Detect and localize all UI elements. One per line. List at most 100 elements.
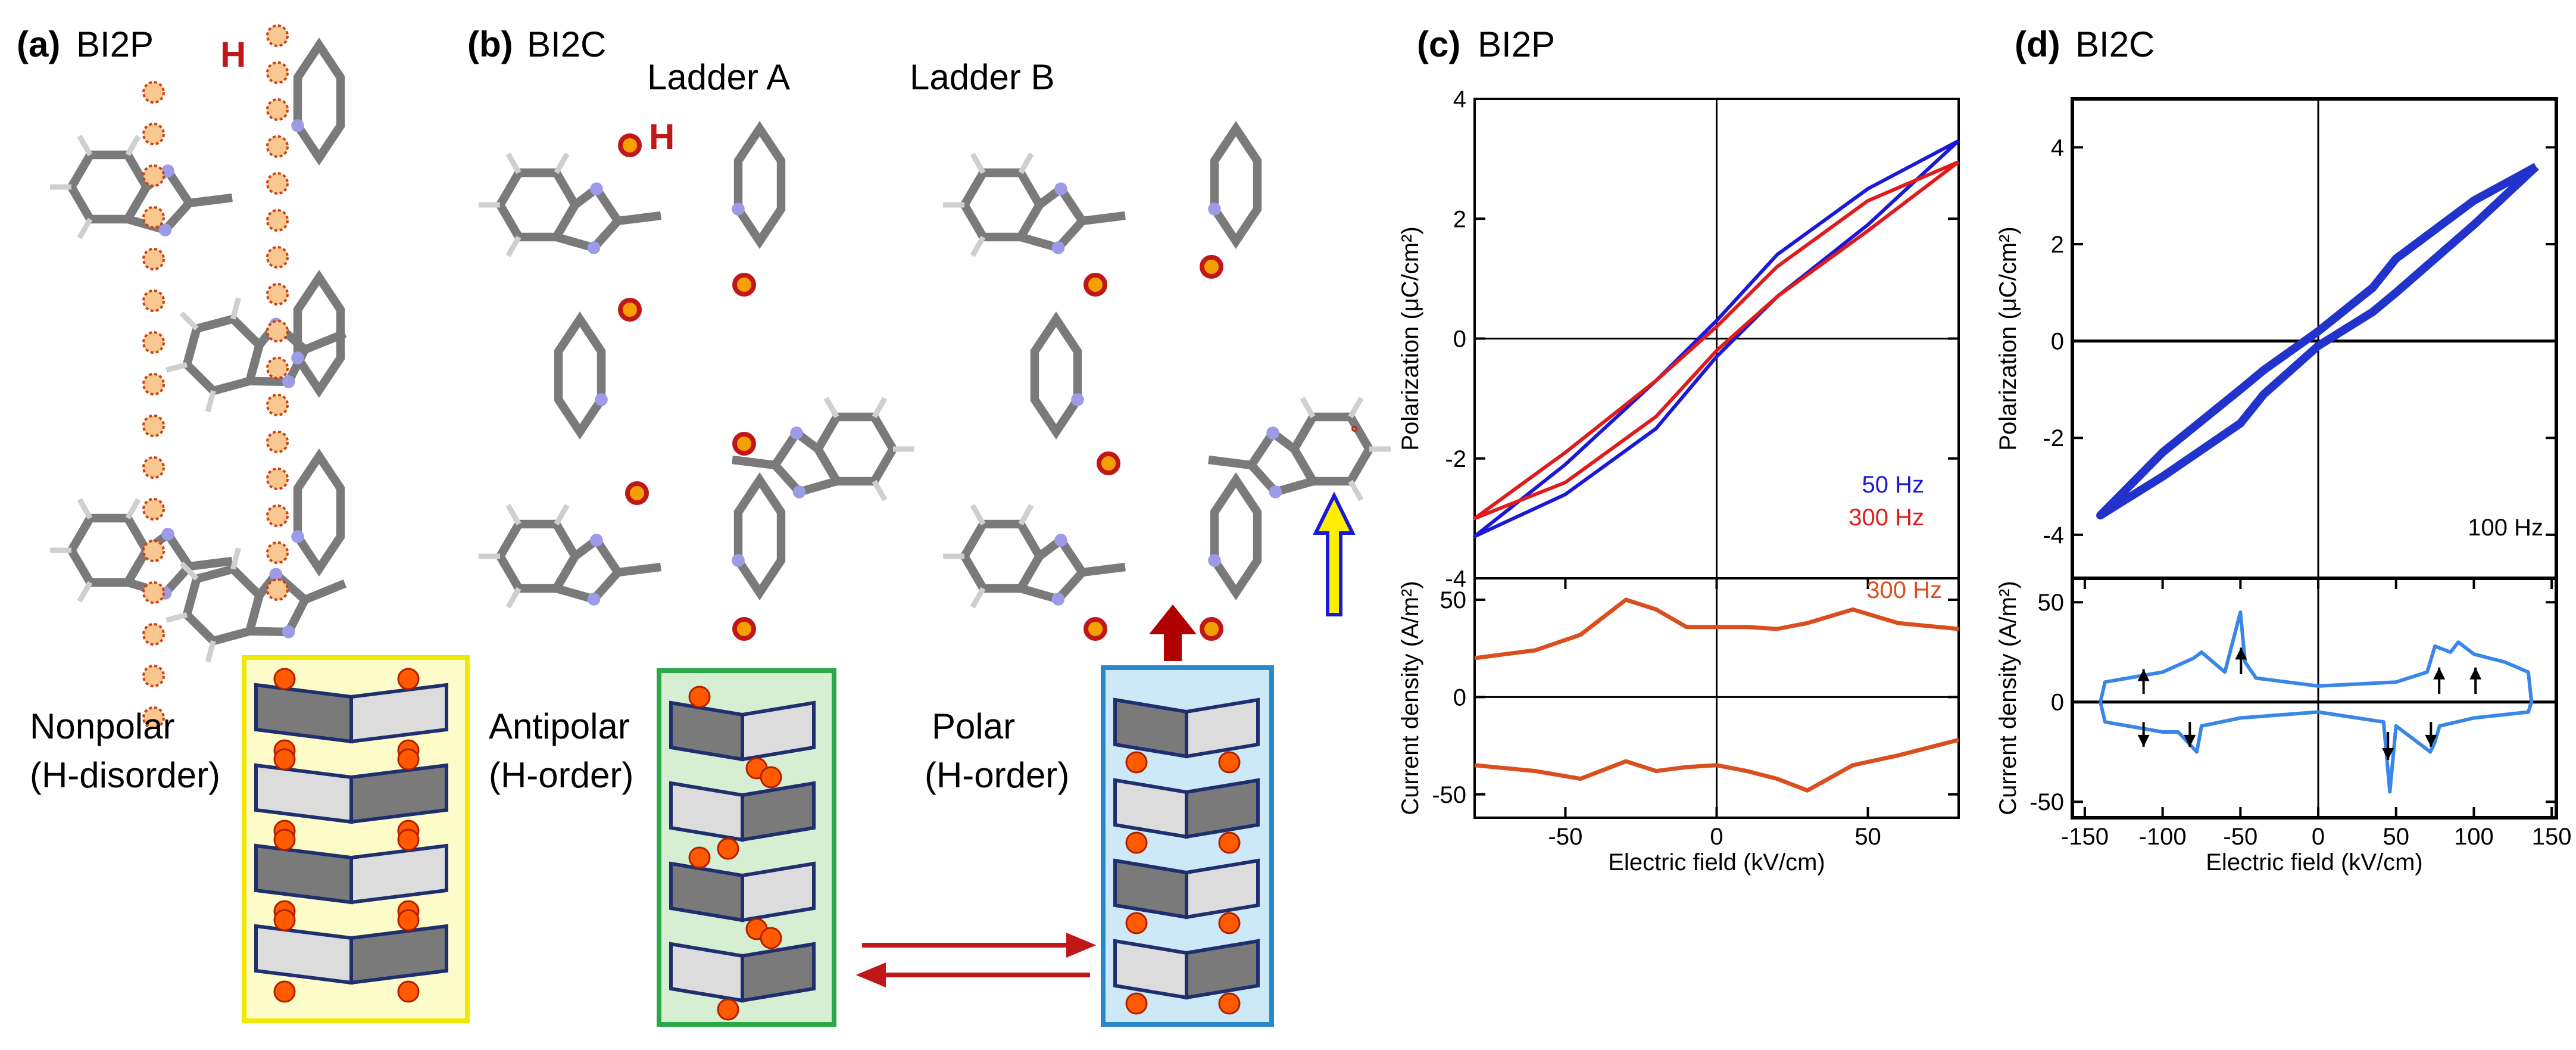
annotation-arrow bbox=[2382, 748, 2394, 761]
panel-title: BI2P bbox=[1478, 24, 1555, 64]
proton bbox=[717, 837, 739, 860]
proton-site bbox=[266, 209, 289, 232]
panel-title: BI2C bbox=[527, 24, 606, 64]
y-tick-label: -4 bbox=[1445, 566, 1466, 592]
proton bbox=[688, 846, 711, 869]
y-tick-label: 0 bbox=[2051, 329, 2064, 355]
sheet bbox=[1185, 778, 1260, 839]
proton-site bbox=[266, 135, 289, 158]
y-tick-label: 0 bbox=[1453, 684, 1466, 711]
x-tick-label: -100 bbox=[2139, 824, 2187, 850]
proton-site bbox=[142, 498, 165, 521]
proton bbox=[1125, 831, 1148, 854]
proton bbox=[1125, 912, 1148, 934]
proton bbox=[717, 998, 739, 1021]
proton-sites bbox=[142, 24, 289, 729]
state-label: Antipolar bbox=[489, 706, 630, 746]
proton-site bbox=[142, 456, 165, 479]
polar-arrow bbox=[1149, 605, 1197, 661]
proton-site bbox=[142, 581, 165, 604]
y-tick-label: -2 bbox=[2043, 425, 2064, 451]
sheet bbox=[741, 942, 816, 1003]
proton bbox=[397, 909, 420, 931]
sheet bbox=[349, 683, 448, 744]
sheet bbox=[349, 924, 448, 985]
annotation-arrow bbox=[2433, 667, 2446, 680]
panel-label: (a) bbox=[17, 24, 60, 64]
x-tick-label: -50 bbox=[2223, 824, 2257, 850]
x-axis-label: Electric field (kV/cm) bbox=[2206, 849, 2423, 875]
chart: (c) BI2P -4 -2 0 2 4 Polarization (μC/cm²) 50 Hz… bbox=[1397, 24, 1960, 592]
y-tick-label: 50 bbox=[2038, 590, 2065, 616]
proton-site bbox=[142, 373, 165, 395]
sheet bbox=[349, 763, 448, 824]
annotation-arrow bbox=[2469, 667, 2482, 680]
panel-title: BI2C bbox=[2075, 24, 2155, 64]
proton-site bbox=[266, 98, 289, 121]
x-tick-label: 50 bbox=[1854, 824, 1881, 850]
proton bbox=[1125, 992, 1148, 1015]
y-tick-label: 0 bbox=[1453, 326, 1466, 353]
proton-site bbox=[142, 665, 165, 687]
y-axis-label: Polarization (μC/cm²) bbox=[1397, 226, 1423, 450]
x-tick-label: 0 bbox=[2312, 824, 2325, 850]
proton-site bbox=[266, 61, 289, 84]
sheet bbox=[741, 861, 816, 923]
x-axis-label: Electric field (kV/cm) bbox=[1608, 849, 1825, 875]
sheet bbox=[1185, 697, 1260, 759]
proton-site bbox=[266, 357, 289, 379]
proton-site bbox=[142, 289, 165, 312]
panel-label: (b) bbox=[467, 24, 513, 64]
legend-label: 100 Hz bbox=[2468, 515, 2543, 541]
order-label: (H-order) bbox=[489, 755, 633, 795]
annotation-arrow bbox=[2235, 647, 2247, 660]
proton-site bbox=[266, 468, 289, 490]
proton-site bbox=[266, 283, 289, 306]
x-tick-label: 50 bbox=[2383, 824, 2409, 850]
sheet bbox=[1113, 697, 1188, 759]
loop-line bbox=[2096, 163, 2539, 520]
legend-label: 300 Hz bbox=[1849, 504, 1924, 531]
order-label: (H-order) bbox=[925, 755, 1069, 795]
proton bbox=[273, 668, 296, 690]
proton bbox=[1125, 751, 1148, 774]
x-tick-label: 0 bbox=[1710, 824, 1723, 850]
sheet bbox=[1113, 778, 1188, 839]
sheet bbox=[1113, 858, 1188, 920]
proton bbox=[1218, 992, 1241, 1015]
proton bbox=[688, 686, 711, 708]
h-label: H bbox=[220, 35, 246, 74]
y-tick-label: -50 bbox=[1432, 782, 1466, 808]
loop-line bbox=[1473, 160, 1960, 521]
y-axis-label: Current density (A/m²) bbox=[1995, 581, 2021, 815]
panel-title: BI2P bbox=[76, 24, 154, 64]
proton-site bbox=[266, 578, 289, 601]
x-tick-label: -150 bbox=[2061, 824, 2109, 850]
sheet bbox=[669, 781, 744, 842]
state-label: Nonpolar bbox=[30, 706, 175, 746]
sheet bbox=[254, 683, 353, 744]
sheet bbox=[254, 763, 353, 824]
plot-frame bbox=[2071, 577, 2558, 820]
legend-label: 300 Hz bbox=[1866, 577, 1942, 603]
chart: (d) BI2C -4 -2 0 2 4 Polarization (μC/cm²) 100 H… bbox=[1995, 24, 2558, 580]
sheet bbox=[669, 942, 744, 1003]
chart: -50 0 50 -150 -100 -50 0 50 100 150 Current densit… bbox=[1995, 577, 2572, 875]
switch-arrows bbox=[855, 933, 1097, 987]
x-tick-label: -50 bbox=[1548, 824, 1583, 850]
ladder-sheets bbox=[254, 668, 1260, 1021]
proton bbox=[273, 980, 296, 1003]
y-tick-label: -50 bbox=[2029, 789, 2064, 815]
proton bbox=[273, 748, 296, 771]
ladder-label: Ladder A bbox=[647, 57, 790, 97]
bi2c-structure bbox=[479, 129, 1391, 607]
proton bbox=[397, 828, 420, 851]
proton-site bbox=[266, 246, 289, 269]
proton-site bbox=[266, 24, 289, 47]
proton-site bbox=[142, 540, 165, 562]
proton bbox=[397, 748, 420, 771]
sheet bbox=[254, 843, 353, 905]
sheet bbox=[349, 843, 448, 905]
sheet bbox=[669, 861, 744, 923]
sheet bbox=[1185, 939, 1260, 1000]
